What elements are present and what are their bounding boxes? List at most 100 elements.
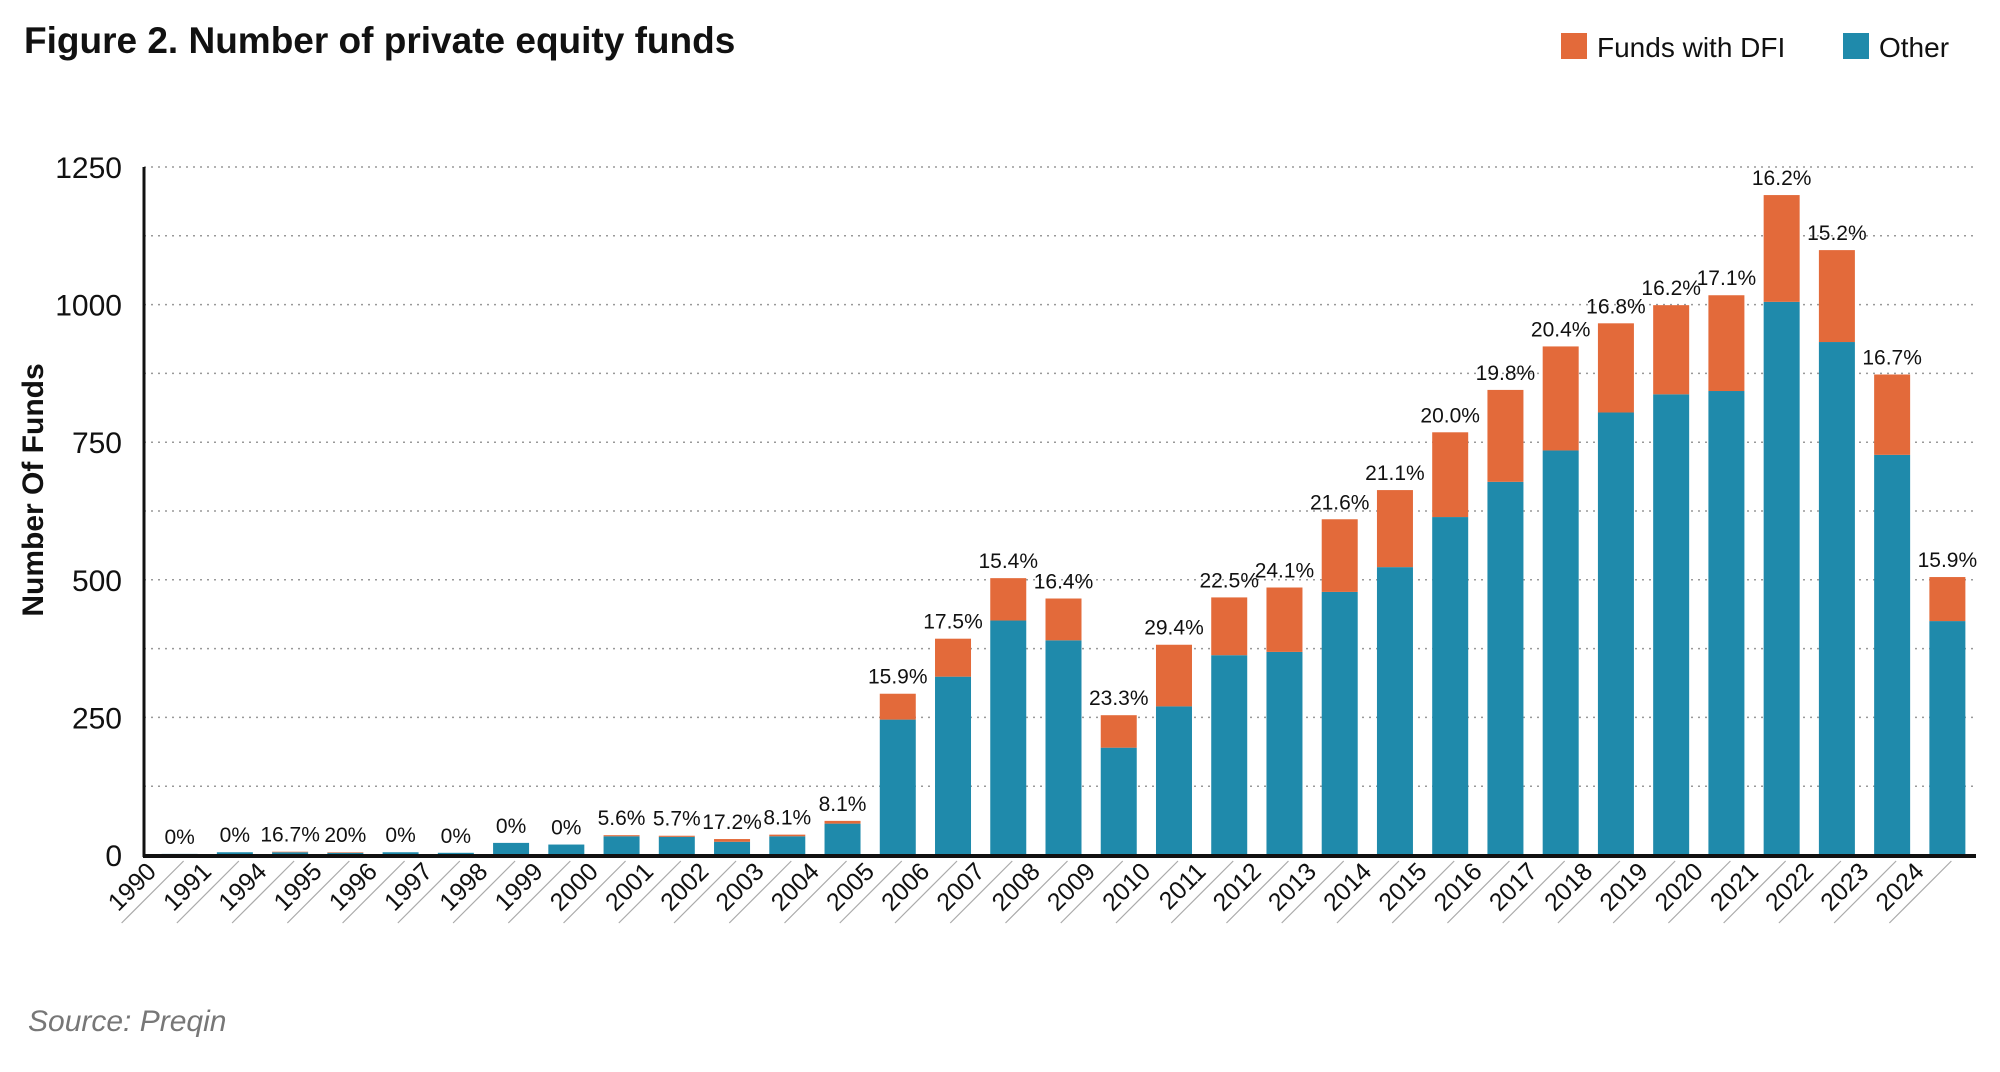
x-tick-line xyxy=(342,860,406,924)
bar-group-1997: 0% xyxy=(437,825,474,855)
data-label: 20.4% xyxy=(1531,318,1591,341)
y-tick-label: 1000 xyxy=(55,290,122,323)
bar-other-2013 xyxy=(1321,591,1358,855)
bar-group-1998: 0% xyxy=(493,815,530,855)
x-tick-label: 1997 xyxy=(379,857,438,916)
bar-group-2001: 5.7% xyxy=(653,808,701,855)
bar-dfi-2022 xyxy=(1818,250,1855,343)
bar-group-2008: 16.4% xyxy=(1034,571,1094,855)
data-label: 5.6% xyxy=(598,807,646,830)
bars: 0% 0% 16.7% 20% 0% 0% 0% 0% 5.6% 5.7% 17.2% 8.1%8.1… xyxy=(161,167,1978,855)
x-tick-line xyxy=(1336,860,1400,924)
y-tick-label: 1250 xyxy=(55,152,122,185)
bar-dfi-2009 xyxy=(1100,715,1137,748)
x-tick-label: 2003 xyxy=(710,857,769,916)
x-tick-label: 2018 xyxy=(1539,857,1598,916)
data-label: 16.7% xyxy=(260,824,320,847)
bar-other-2002 xyxy=(714,841,751,855)
x-tick-line xyxy=(1723,860,1787,924)
bar-group-2021: 16.2% xyxy=(1752,167,1812,855)
bar-other-1994 xyxy=(272,852,309,855)
bar-group-2013: 21.6% xyxy=(1310,491,1370,855)
bar-group-2000: 5.6% xyxy=(598,807,646,855)
x-tick-line xyxy=(452,860,516,924)
bar-other-2007 xyxy=(990,620,1027,855)
y-tick-label: 500 xyxy=(72,565,122,598)
data-label: 21.6% xyxy=(1310,491,1370,514)
data-label: 29.4% xyxy=(1144,617,1204,640)
bar-dfi-2015 xyxy=(1432,432,1469,518)
bar-dfi-2010 xyxy=(1155,644,1192,707)
bar-dfi-2005 xyxy=(879,693,916,720)
x-tick-label: 2008 xyxy=(987,857,1046,916)
x-tick-line xyxy=(673,860,737,924)
y-tick-label: 250 xyxy=(72,702,122,735)
x-tick-label: 2010 xyxy=(1097,857,1156,916)
bar-other-2011 xyxy=(1211,655,1248,855)
data-label: 15.4% xyxy=(978,550,1038,573)
bar-group-2015: 20.0% xyxy=(1420,404,1480,855)
x-tick-line xyxy=(1447,860,1510,924)
bar-other-2017 xyxy=(1542,450,1579,855)
chart-title: Figure 2. Number of private equity funds xyxy=(24,20,735,61)
bar-dfi-2013 xyxy=(1321,519,1358,592)
x-tick-label: 2006 xyxy=(876,857,935,916)
bar-group-1991: 0% xyxy=(216,824,253,855)
x-tick-line xyxy=(1667,860,1731,924)
legend-label-dfi: Funds with DFI xyxy=(1597,32,1785,63)
x-tick-line xyxy=(1281,860,1345,924)
legend: Funds with DFI Other xyxy=(1561,32,1949,63)
x-tick-line xyxy=(176,860,240,924)
x-tick-line xyxy=(1778,860,1842,924)
bar-other-2006 xyxy=(935,676,972,855)
x-tick-label: 1991 xyxy=(158,857,217,916)
data-label: 0% xyxy=(551,817,581,840)
bar-other-2016 xyxy=(1487,481,1524,855)
x-tick-line xyxy=(784,860,847,924)
data-label: 15.9% xyxy=(1918,549,1978,572)
bar-dfi-2014 xyxy=(1376,490,1413,568)
bar-group-2016: 19.8% xyxy=(1476,362,1535,855)
data-label: 0% xyxy=(220,824,250,847)
x-tick-label: 2019 xyxy=(1594,857,1653,916)
bar-dfi-2001 xyxy=(658,835,695,837)
data-label: 22.5% xyxy=(1199,569,1259,592)
data-label: 23.3% xyxy=(1089,687,1149,710)
x-tick-label: 2020 xyxy=(1650,857,1709,916)
x-tick-line xyxy=(1115,860,1179,924)
x-tick-line xyxy=(563,860,626,924)
x-tick-line xyxy=(1391,860,1455,924)
bar-other-2009 xyxy=(1100,747,1137,855)
bar-group-2006: 17.5% xyxy=(923,611,983,855)
x-tick-label: 2013 xyxy=(1263,857,1322,916)
data-label: 16.4% xyxy=(1034,571,1094,594)
x-tick-line xyxy=(1005,860,1068,924)
bar-group-2019: 16.2% xyxy=(1641,277,1701,855)
x-tick-label: 2007 xyxy=(931,857,990,916)
x-tick-label: 2005 xyxy=(821,857,880,916)
data-label: 16.7% xyxy=(1862,347,1922,370)
data-label: 0% xyxy=(496,815,526,838)
bar-other-2004 xyxy=(824,823,861,855)
bar-dfi-2011 xyxy=(1211,597,1248,656)
bar-group-2005: 15.9% xyxy=(868,666,928,855)
x-tick-label: 2004 xyxy=(766,857,825,916)
x-tick-label: 2024 xyxy=(1870,857,1929,916)
bar-other-1999 xyxy=(548,844,585,855)
bar-group-1995: 20% xyxy=(324,824,366,855)
data-label: 17.2% xyxy=(702,811,762,834)
x-tick-label: 1996 xyxy=(324,857,383,916)
x-tick-line xyxy=(1612,860,1676,924)
data-label: 16.2% xyxy=(1752,167,1812,190)
bar-other-1996 xyxy=(382,852,419,855)
bar-other-2012 xyxy=(1266,651,1303,855)
x-tick-label: 1995 xyxy=(268,857,327,916)
x-tick-line xyxy=(1170,860,1234,924)
data-label: 15.2% xyxy=(1807,222,1867,245)
data-label: 0% xyxy=(441,825,471,848)
bar-group-2023: 16.7% xyxy=(1862,347,1922,855)
x-tick-label: 2022 xyxy=(1760,857,1819,916)
bar-group-2017: 20.4% xyxy=(1531,318,1591,855)
x-tick-label: 2015 xyxy=(1373,857,1432,916)
x-tick-line xyxy=(894,860,958,924)
